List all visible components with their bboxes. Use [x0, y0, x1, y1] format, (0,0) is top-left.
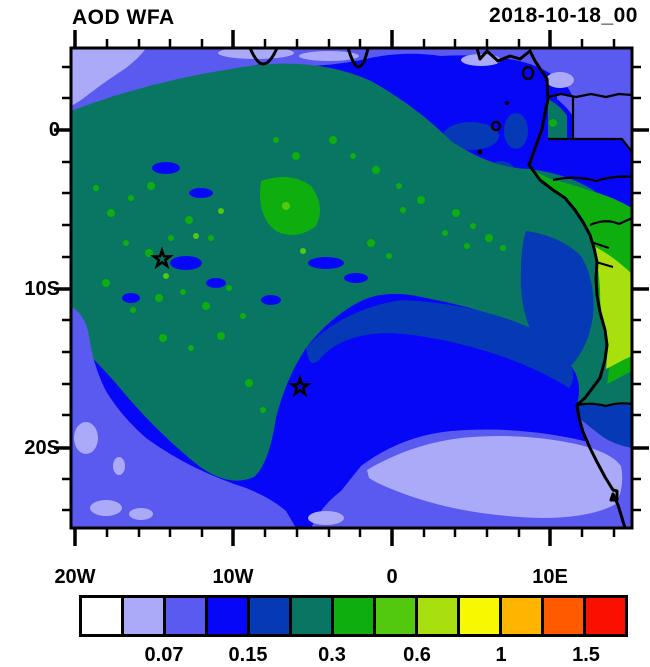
page-title: AOD WFA	[72, 6, 175, 29]
x-tick-label-0: 0	[386, 566, 398, 588]
colorbar-swatch-10	[457, 598, 499, 634]
colorbar-label-007: 0.07	[144, 644, 184, 666]
x-tick-label-10e: 10E	[532, 566, 568, 588]
colorbar-swatch-4	[205, 598, 247, 634]
colorbar-swatch-12	[541, 598, 583, 634]
x-tick-label-20w: 20W	[54, 566, 96, 588]
y-tick-label-0: 0	[48, 119, 60, 141]
colorbar-label-06: 0.6	[403, 644, 431, 666]
map-plot-area	[71, 46, 633, 530]
field-lavender-patch	[546, 72, 574, 88]
y-tick-label-10s: 10S	[24, 278, 60, 300]
field-lavender-patch	[113, 457, 125, 475]
field-lavender-patch	[308, 511, 344, 525]
colorbar-swatch-2	[121, 598, 163, 634]
field-lavender-patch	[90, 500, 122, 516]
field-lavender-patch	[129, 508, 153, 520]
aod-field-svg	[71, 46, 633, 530]
colorbar-swatch-1	[82, 598, 121, 634]
colorbar-swatch-9	[415, 598, 457, 634]
x-tick-label-10w: 10W	[212, 566, 254, 588]
colorbar-swatch-13	[583, 598, 625, 634]
colorbar-label-03: 0.3	[318, 644, 346, 666]
colorbar	[79, 595, 628, 637]
colorbar-swatch-6	[289, 598, 331, 634]
colorbar-swatch-5	[247, 598, 289, 634]
colorbar-label-1: 1	[495, 644, 507, 666]
colorbar-swatch-3	[163, 598, 205, 634]
y-tick-label-20s: 20S	[24, 437, 60, 459]
field-darkblue-patch	[504, 113, 528, 149]
timestamp-label: 2018-10-18_00	[489, 4, 638, 27]
colorbar-label-15: 1.5	[572, 644, 600, 666]
colorbar-label-015: 0.15	[228, 644, 268, 666]
colorbar-swatch-11	[499, 598, 541, 634]
island-dot	[505, 101, 509, 105]
field-lavender-patch	[74, 422, 98, 454]
colorbar-swatch-8	[373, 598, 415, 634]
colorbar-swatch-7	[331, 598, 373, 634]
island-sao-tome	[477, 149, 483, 155]
